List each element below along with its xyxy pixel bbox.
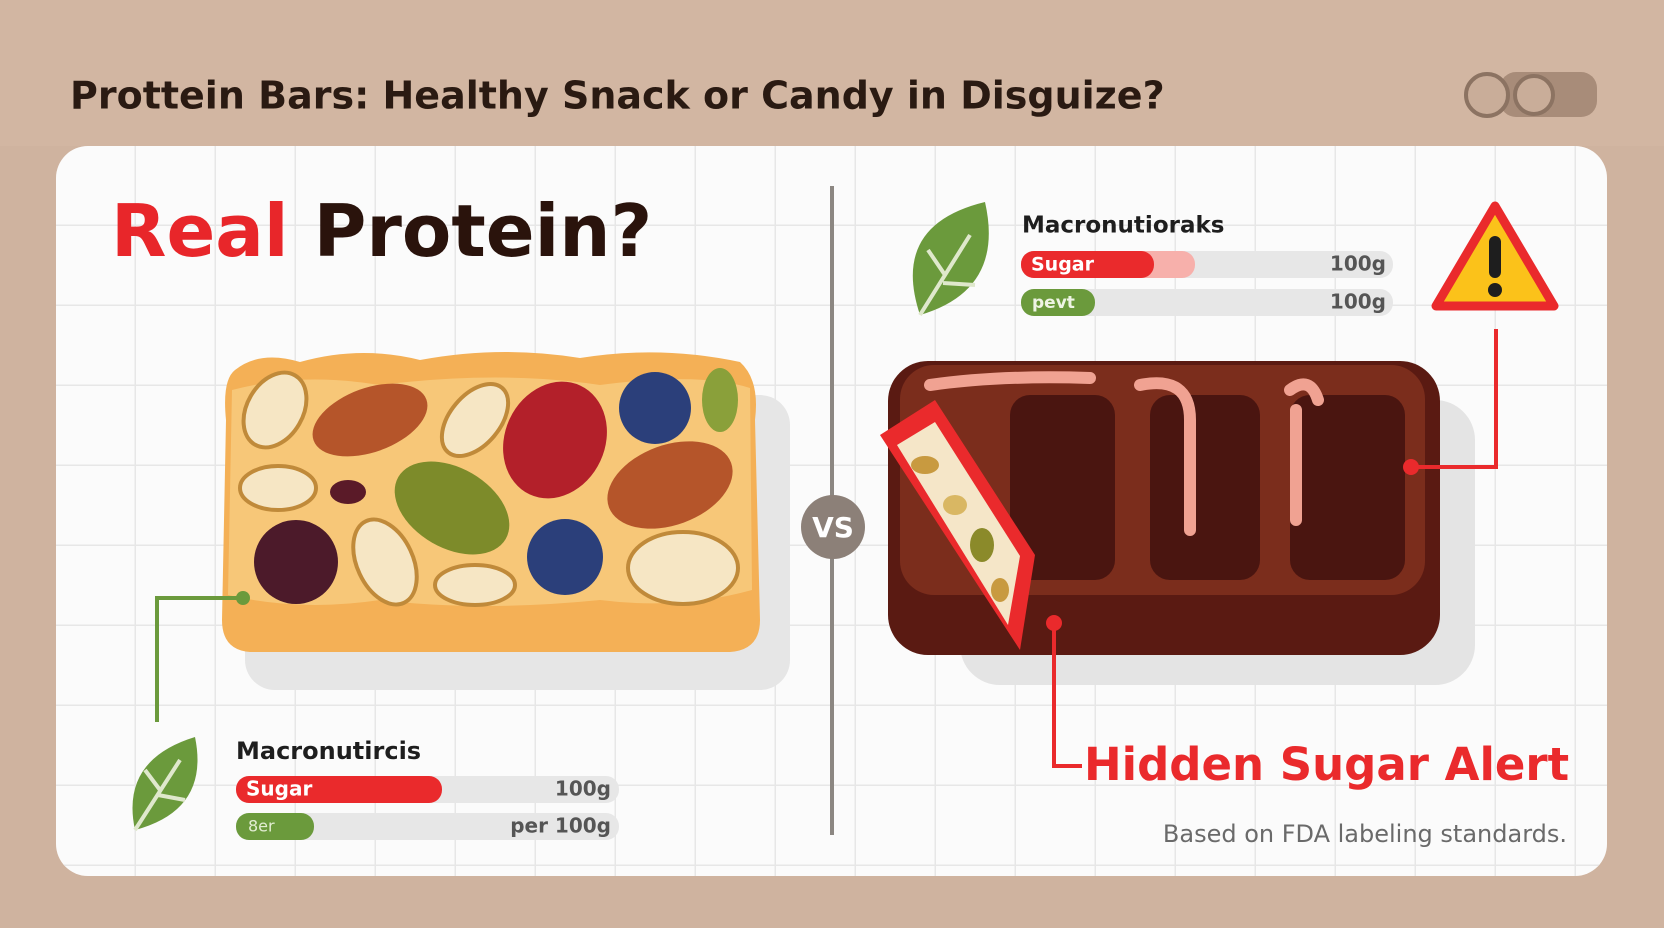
header-icons bbox=[1464, 72, 1597, 118]
macro-label: Sugar bbox=[1031, 254, 1095, 276]
chocolate-bar bbox=[880, 361, 1475, 685]
vs-badge bbox=[801, 495, 865, 559]
macro-fill bbox=[1021, 251, 1154, 278]
right-leaf bbox=[912, 202, 989, 317]
left-leaf bbox=[132, 737, 198, 832]
macros-title: Macronutioraks bbox=[1022, 213, 1224, 239]
macros-title: Macronutircis bbox=[236, 737, 421, 765]
alert-connector bbox=[1411, 329, 1498, 469]
macro-track bbox=[1021, 289, 1393, 316]
macro-fill bbox=[236, 813, 314, 840]
connector-dot bbox=[236, 591, 250, 605]
macro-value: 100g bbox=[555, 777, 611, 801]
connector-dot bbox=[1403, 459, 1419, 475]
header-bar bbox=[0, 0, 1664, 146]
macro-track bbox=[236, 813, 619, 840]
heading-red: Real bbox=[111, 189, 289, 273]
macro-label: 8er bbox=[248, 817, 275, 836]
warning-icon bbox=[1431, 201, 1559, 311]
macro-label: Sugar bbox=[246, 777, 312, 801]
macro-value: 100g bbox=[1330, 252, 1386, 276]
left-heading: Real Protein? bbox=[111, 189, 652, 273]
macro-fill bbox=[1021, 289, 1095, 316]
alert-connector bbox=[1052, 623, 1082, 768]
macro-value: per 100g bbox=[510, 814, 611, 838]
vs-label: VS bbox=[812, 511, 854, 544]
page-title: Prottein Bars: Healthy Snack or Candy in… bbox=[70, 74, 1165, 118]
granola-bar bbox=[222, 351, 790, 690]
macro-label: pevt bbox=[1032, 293, 1075, 313]
heading-dark: Protein? bbox=[314, 189, 653, 273]
connector-dot bbox=[1046, 615, 1062, 631]
connector bbox=[155, 596, 243, 722]
alert-text: Hidden Sugar Alert bbox=[1084, 738, 1569, 791]
macro-fill bbox=[236, 776, 442, 803]
macro-value: 100g bbox=[1330, 290, 1386, 314]
footnote: Based on FDA labeling standards. bbox=[1163, 820, 1567, 848]
